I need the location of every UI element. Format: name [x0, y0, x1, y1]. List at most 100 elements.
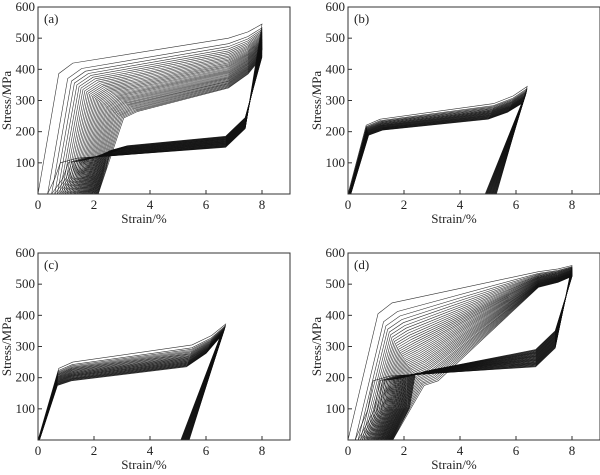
y-axis-label: Stress/MPa: [0, 71, 14, 130]
cycle-curve: [38, 324, 227, 441]
y-tick-label: 500: [16, 30, 36, 45]
cycle-curve: [392, 275, 573, 441]
cycle-curve: [349, 94, 526, 195]
y-tick-label: 600: [16, 0, 36, 14]
cycle-curve: [38, 335, 222, 441]
curves: [37, 23, 263, 195]
panel-label: (a): [44, 11, 58, 26]
cycle-curve: [38, 334, 222, 441]
y-tick-label: 300: [326, 339, 346, 354]
x-tick-label: 6: [203, 197, 210, 212]
x-tick-label: 6: [513, 443, 520, 458]
y-tick-label: 600: [16, 245, 36, 260]
y-tick-label: 500: [326, 276, 346, 291]
cycle-curve: [38, 334, 222, 441]
cycle-curve: [349, 93, 527, 195]
cycle-curve: [39, 335, 222, 441]
cycle-curve: [38, 331, 224, 441]
cycle-curve: [349, 94, 527, 195]
cycle-curve: [38, 325, 226, 441]
y-tick-label: 400: [16, 61, 36, 76]
y-tick-label: 100: [16, 401, 36, 416]
cycle-curve: [38, 331, 224, 441]
x-axis-label: Strain/%: [431, 457, 477, 472]
y-axis-label: Stress/MPa: [0, 317, 14, 376]
x-axis-label: Strain/%: [121, 457, 167, 472]
cycle-curve: [38, 328, 225, 441]
cycle-curve: [38, 333, 223, 441]
cycle-curve: [38, 332, 224, 441]
cycle-curve: [349, 97, 525, 195]
y-tick-label: 100: [326, 155, 346, 170]
y-tick-label: 200: [326, 124, 346, 139]
y-tick-label: 400: [326, 61, 346, 76]
x-tick-label: 2: [91, 197, 98, 212]
x-tick-label: 2: [91, 443, 98, 458]
y-tick-label: 300: [16, 339, 36, 354]
cycle-curve: [349, 92, 527, 195]
cycle-curve: [81, 45, 263, 195]
x-tick-label: 4: [457, 197, 464, 212]
x-tick-label: 2: [401, 197, 408, 212]
y-tick-label: 200: [326, 370, 346, 385]
x-tick-label: 0: [345, 443, 352, 458]
x-tick-label: 8: [259, 443, 266, 458]
cycle-curve: [38, 326, 226, 441]
plot-frame: [347, 6, 600, 195]
cycle-curve: [38, 330, 225, 441]
panel-c: 0 2 4 6 8 100 200 300 400 500 600 Strain/% Stress/MP…: [0, 245, 291, 472]
cycle-curve: [38, 330, 224, 441]
curves: [347, 85, 528, 195]
cycle-curve: [38, 333, 223, 441]
cycle-curve: [38, 332, 223, 441]
panel-b: 0 2 4 6 8 100 200 300 400 500 600 Strain/% Stress/MP…: [309, 0, 600, 226]
y-tick-label: 300: [326, 93, 346, 108]
panel-label: (b): [354, 11, 369, 26]
x-tick-label: 4: [147, 197, 154, 212]
cycle-curve: [349, 95, 526, 195]
y-tick-label: 100: [16, 155, 36, 170]
x-axis-label: Strain/%: [431, 211, 477, 226]
cycle-curve: [348, 89, 528, 195]
x-tick-label: 8: [569, 197, 576, 212]
cycle-curve: [348, 87, 528, 195]
cycle-curve: [97, 56, 263, 195]
x-tick-label: 0: [35, 197, 42, 212]
x-tick-label: 4: [457, 443, 464, 458]
cycle-curve: [349, 95, 526, 195]
y-tick-label: 100: [326, 401, 346, 416]
panel-a: 0 2 4 6 8 100 200 300 400 500 600 Strain/% Stress/MP…: [0, 0, 291, 226]
cycle-curve: [39, 336, 221, 441]
panel-label: (c): [44, 257, 58, 272]
cycle-curve: [38, 329, 225, 441]
y-tick-label: 600: [326, 245, 346, 260]
panel-d: 0 2 4 6 8 100 200 300 400 500 600 Strain/% Stress/MP…: [309, 245, 600, 472]
curves: [37, 323, 227, 441]
cycle-curve: [348, 91, 527, 195]
y-tick-label: 500: [326, 30, 346, 45]
cycle-curve: [348, 90, 527, 195]
cycle-curve: [38, 333, 223, 441]
y-tick-label: 600: [326, 0, 346, 14]
cycle-curve: [350, 102, 523, 195]
cycle-curve: [38, 327, 226, 441]
cycle-curve: [347, 85, 528, 195]
cycle-curve: [37, 323, 227, 441]
y-tick-label: 400: [326, 307, 346, 322]
cycle-curve: [39, 336, 221, 441]
plot-frame: [37, 252, 291, 441]
cycle-curve: [38, 329, 225, 441]
y-axis-label: Stress/MPa: [309, 317, 324, 376]
cycle-curve: [38, 334, 222, 441]
curves: [347, 265, 573, 441]
x-tick-label: 4: [147, 443, 154, 458]
x-axis-label: Strain/%: [121, 211, 167, 226]
x-tick-label: 0: [345, 197, 352, 212]
x-tick-label: 8: [259, 197, 266, 212]
x-tick-label: 6: [203, 443, 210, 458]
x-tick-label: 6: [513, 197, 520, 212]
cycle-curve: [38, 332, 223, 441]
y-tick-label: 500: [16, 276, 36, 291]
cycle-curve: [38, 328, 225, 441]
